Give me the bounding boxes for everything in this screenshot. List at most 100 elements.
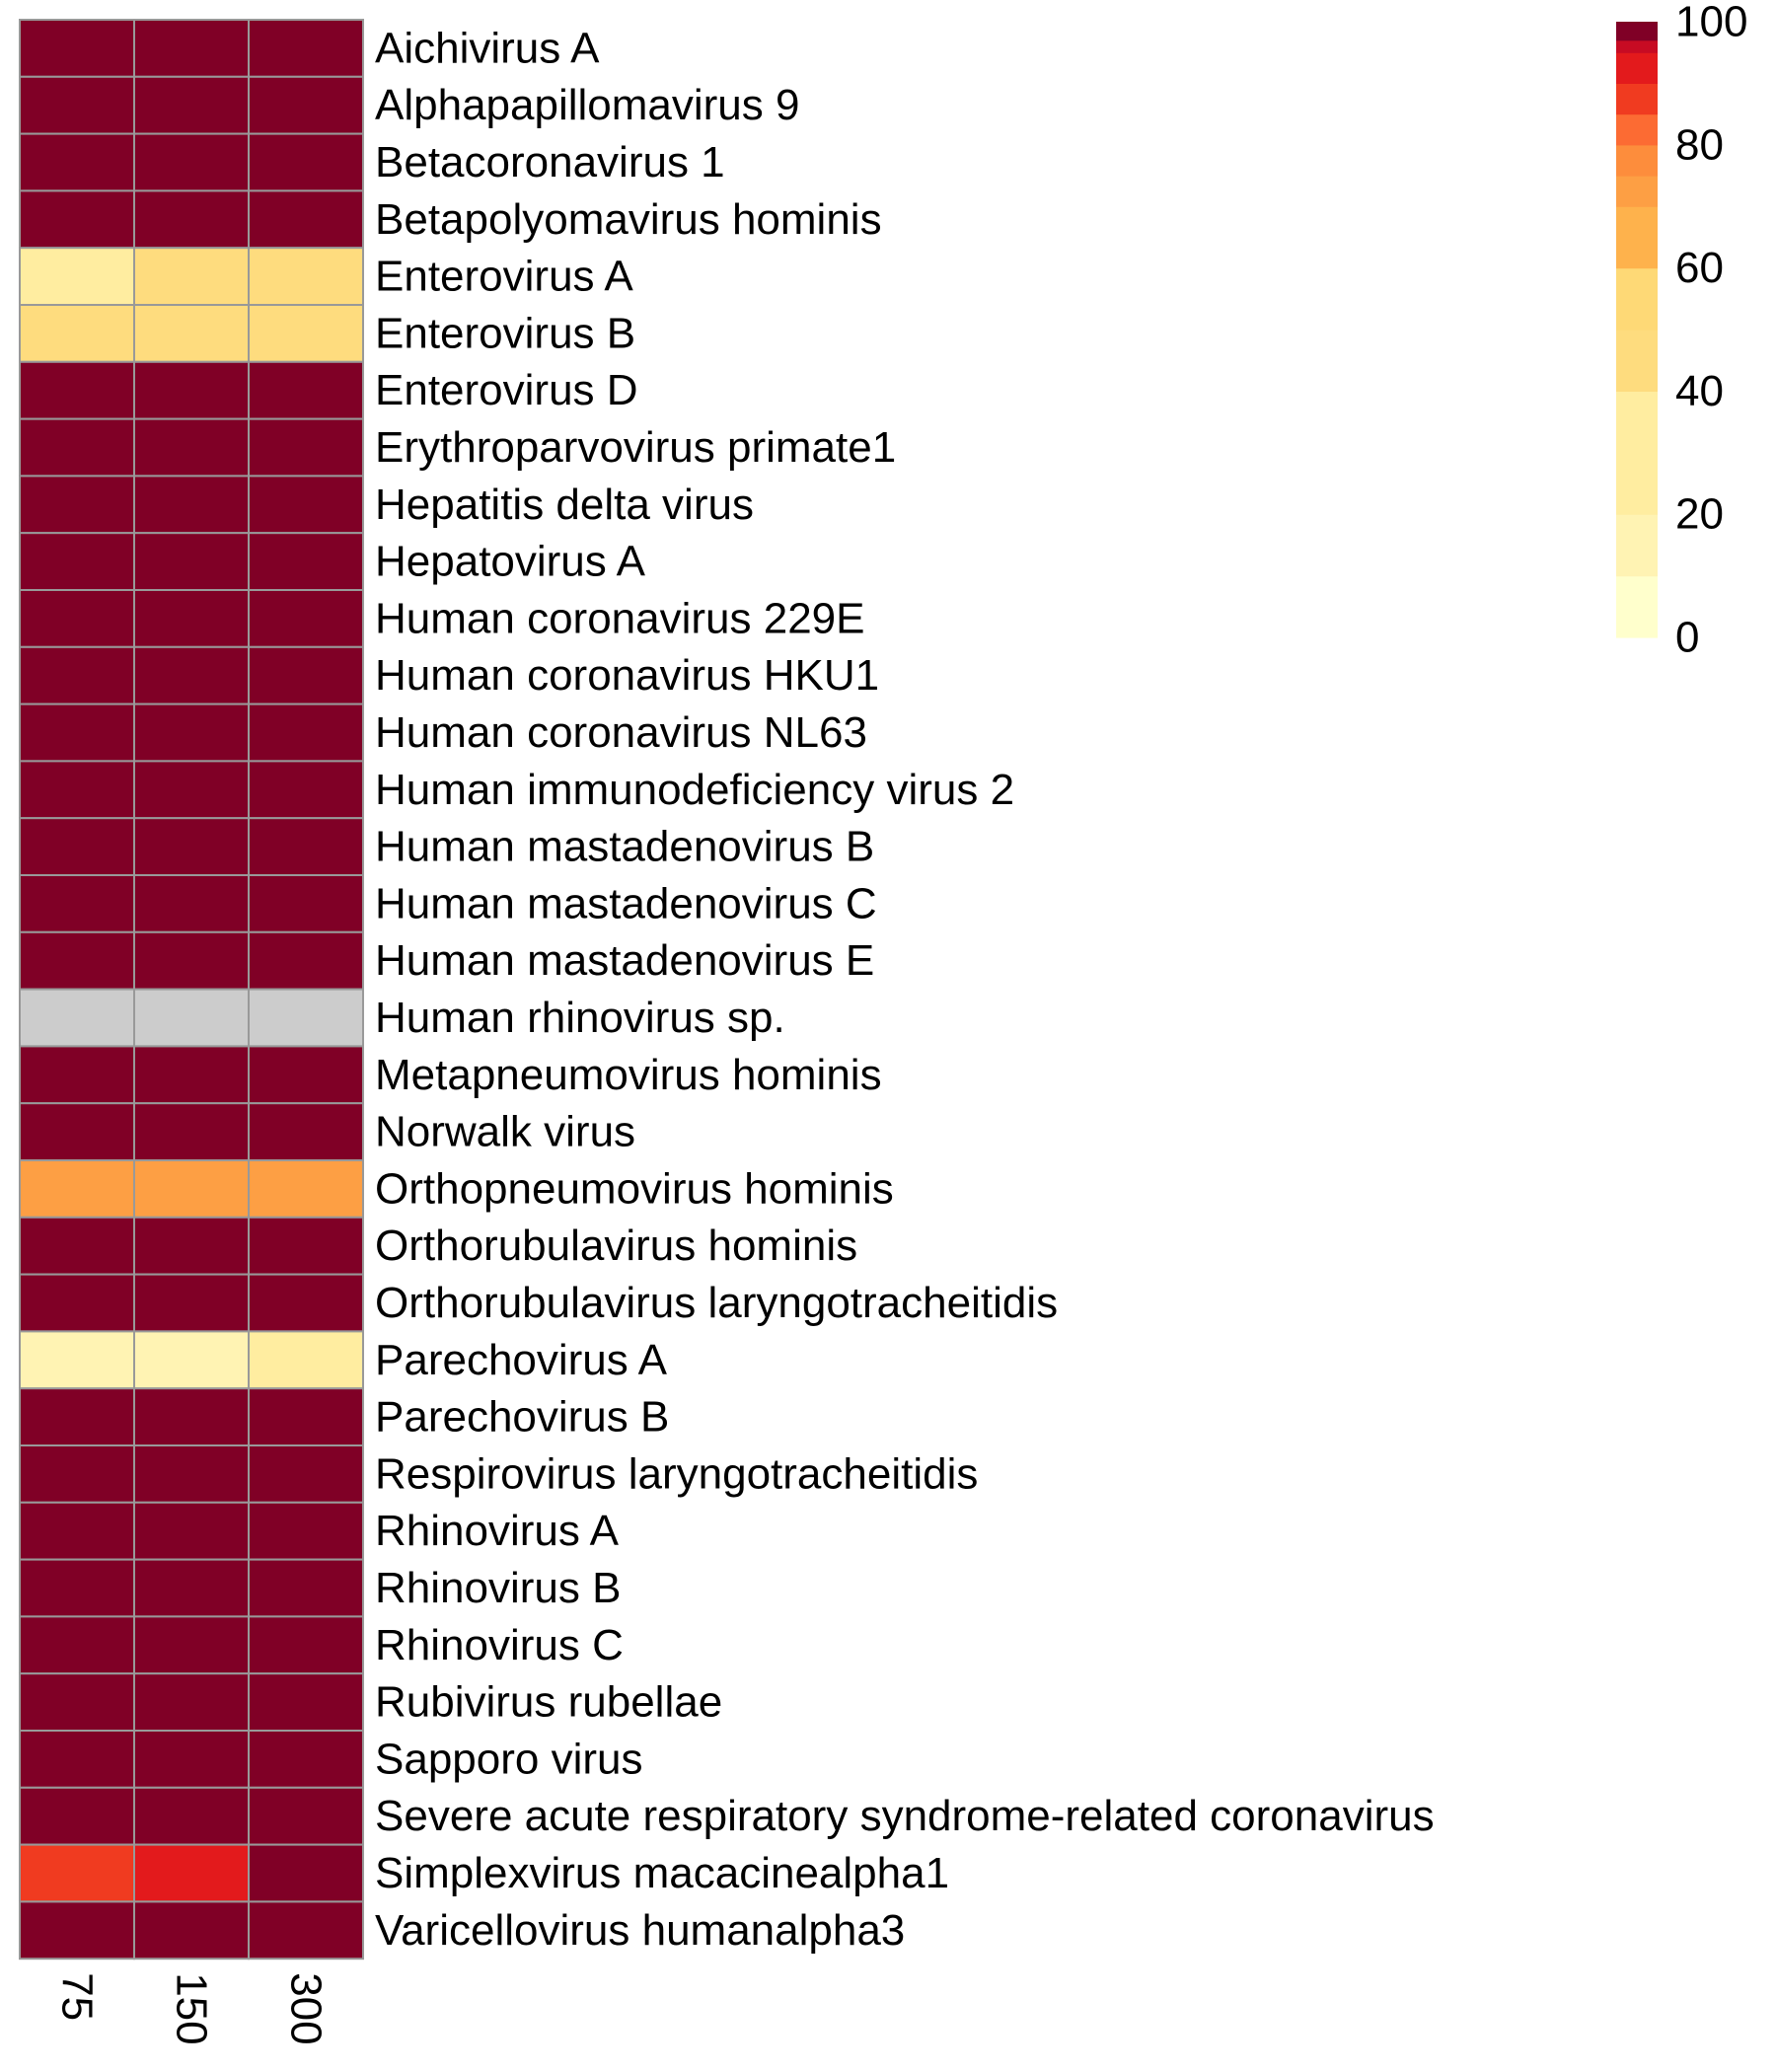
heatmap-cells <box>19 19 364 1961</box>
heatmap-cell <box>133 874 250 933</box>
row-label: Betapolyomavirus hominis <box>375 195 882 244</box>
row-label: Human mastadenovirus B <box>375 823 874 871</box>
heatmap-cell <box>19 988 135 1048</box>
row-label: Parechovirus A <box>375 1336 668 1384</box>
heatmap-cell <box>248 703 364 763</box>
row-label: Aichivirus A <box>375 24 600 72</box>
heatmap-cell <box>19 1330 135 1390</box>
heatmap-cell <box>133 304 250 363</box>
heatmap-cell <box>19 589 135 648</box>
heatmap-cell <box>133 1216 250 1276</box>
heatmap-cell <box>19 1387 135 1446</box>
heatmap-cell <box>19 417 135 478</box>
row-label: Betacoronavirus 1 <box>375 138 725 186</box>
heatmap-cell <box>133 1444 250 1504</box>
row-label: Orthorubulavirus hominis <box>375 1221 857 1270</box>
row-label: Respirovirus laryngotracheitidis <box>375 1449 978 1498</box>
heatmap-cell <box>19 1045 135 1105</box>
heatmap-cell <box>19 1273 135 1333</box>
row-label: Rhinovirus C <box>375 1621 624 1669</box>
heatmap-cell <box>248 75 364 135</box>
legend-tick-label: 100 <box>1675 0 1747 46</box>
heatmap-cell <box>133 760 250 820</box>
row-label: Human mastadenovirus C <box>375 879 877 927</box>
heatmap-cell <box>248 1843 364 1903</box>
row-label: Rhinovirus B <box>375 1564 621 1612</box>
heatmap-cell <box>19 1102 135 1161</box>
heatmap-cell <box>248 1216 364 1276</box>
legend-tick-label: 20 <box>1675 490 1724 539</box>
heatmap-cell <box>133 1730 250 1789</box>
heatmap-cell <box>248 1045 364 1105</box>
row-label: Human mastadenovirus E <box>375 936 874 985</box>
row-label: Parechovirus B <box>375 1393 669 1442</box>
row-label: Erythroparvovirus primate1 <box>375 423 896 472</box>
heatmap-cell <box>133 19 250 78</box>
heatmap-cell <box>19 1216 135 1276</box>
row-label: Human immunodeficiency virus 2 <box>375 766 1014 814</box>
heatmap-cell <box>133 1102 250 1161</box>
heatmap-cell <box>133 645 250 705</box>
heatmap-cell <box>133 1900 250 1961</box>
heatmap-cell <box>248 1387 364 1446</box>
row-label: Simplexvirus macacinealpha1 <box>375 1849 949 1897</box>
heatmap-cell <box>133 1330 250 1390</box>
heatmap-cell <box>248 589 364 648</box>
legend-color-segment <box>1616 83 1658 115</box>
legend-color-segment <box>1616 391 1658 515</box>
color-legend: 0 20 40 60 80 100 <box>1616 0 1747 662</box>
heatmap-cell <box>19 1558 135 1618</box>
heatmap-cell <box>248 189 364 250</box>
heatmap-cell <box>133 1615 250 1675</box>
legend-color-segment <box>1616 267 1658 331</box>
heatmap-cell <box>248 1330 364 1390</box>
heatmap-cell <box>19 1159 135 1219</box>
heatmap-cell <box>248 475 364 535</box>
heatmap-cell <box>133 589 250 648</box>
heatmap-cell <box>19 874 135 933</box>
row-label: Hepatitis delta virus <box>375 481 754 529</box>
heatmap-cell <box>248 1615 364 1675</box>
heatmap-cell <box>133 1387 250 1446</box>
legend-tick-label: 80 <box>1675 120 1724 169</box>
heatmap-cell <box>248 19 364 78</box>
heatmap-cell <box>248 304 364 363</box>
heatmap-cell <box>19 304 135 363</box>
column-label: 150 <box>168 1972 216 2044</box>
legend-tick-label: 60 <box>1675 244 1724 292</box>
column-labels: 75 150 300 <box>53 1972 331 2044</box>
heatmap-cell <box>19 930 135 991</box>
heatmap-cell <box>248 1102 364 1161</box>
heatmap-cell <box>19 189 135 250</box>
legend-color-segment <box>1616 39 1658 53</box>
row-label: Human coronavirus 229E <box>375 594 864 642</box>
row-label: Human coronavirus HKU1 <box>375 651 879 700</box>
heatmap-cell <box>19 1672 135 1732</box>
heatmap-cell <box>248 817 364 877</box>
row-label: Sapporo virus <box>375 1735 642 1783</box>
heatmap-cell <box>133 189 250 250</box>
row-label: Enterovirus A <box>375 253 633 301</box>
heatmap-cell <box>133 1159 250 1219</box>
legend-tick-label: 0 <box>1675 614 1699 662</box>
heatmap-cell <box>248 1159 364 1219</box>
heatmap-cell <box>248 1730 364 1789</box>
heatmap-cell <box>248 1672 364 1732</box>
heatmap-cell <box>19 703 135 763</box>
heatmap-cell <box>248 1273 364 1333</box>
heatmap-cell <box>133 132 250 192</box>
row-label: Orthorubulavirus laryngotracheitidis <box>375 1279 1058 1327</box>
heatmap-cell <box>248 1900 364 1961</box>
heatmap-cell <box>19 1615 135 1675</box>
heatmap-cell <box>248 1501 364 1561</box>
row-label: Orthopneumovirus hominis <box>375 1164 894 1213</box>
legend-color-segment <box>1616 144 1658 177</box>
heatmap-cell <box>19 760 135 820</box>
heatmap-cell <box>248 247 364 306</box>
heatmap-cell <box>19 19 135 78</box>
column-label: 300 <box>282 1972 331 2044</box>
heatmap-cell <box>133 703 250 763</box>
row-label: Human coronavirus NL63 <box>375 708 867 757</box>
row-label: Hepatovirus A <box>375 538 646 586</box>
